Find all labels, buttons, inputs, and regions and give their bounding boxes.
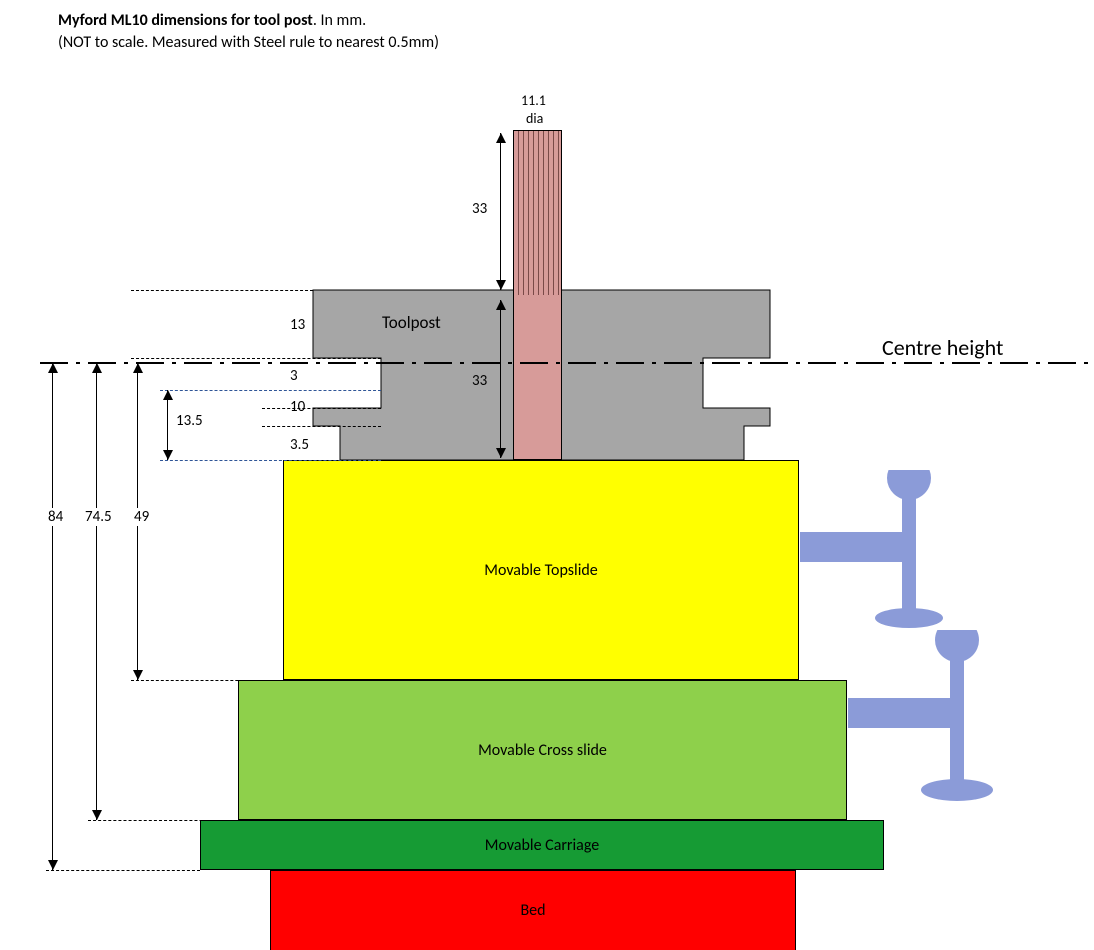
dim-bolt-dia-2: dia xyxy=(526,110,543,127)
bolt xyxy=(513,130,562,460)
guide-narrow xyxy=(262,426,381,427)
centre-line xyxy=(40,362,1094,364)
guide-slot-top xyxy=(131,358,381,359)
guide-carriage-bot xyxy=(46,870,200,871)
toolpost-label: Toolpost xyxy=(382,312,441,333)
guide-cross-bot xyxy=(88,820,238,821)
dim-49: 49 xyxy=(134,508,149,526)
dim-bolt-upper: 33 xyxy=(472,200,487,218)
guide-tool-bot xyxy=(160,460,381,461)
guide-slot-bot xyxy=(262,408,381,409)
dim-3-5: 3.5 xyxy=(290,436,309,454)
dim-bolt-lower: 33 xyxy=(472,372,487,390)
guide-slot-mid xyxy=(160,390,381,391)
guide-topslide-bot xyxy=(131,680,283,681)
dim-3: 3 xyxy=(290,367,298,385)
arrow-13-5 xyxy=(167,390,168,460)
arrow-bolt-upper xyxy=(500,133,501,290)
arrow-84 xyxy=(52,363,53,870)
arrow-74-5 xyxy=(96,363,97,820)
dim-10: 10 xyxy=(290,398,305,416)
centre-label: Centre height xyxy=(878,334,1007,361)
arrow-bolt-lower xyxy=(500,300,501,458)
handle-cross-slide xyxy=(848,630,1068,820)
handle-topslide xyxy=(800,470,1020,650)
dim-bolt-dia-1: 11.1 xyxy=(521,92,546,109)
guide-tool-top xyxy=(131,290,313,291)
dim-74-5: 74.5 xyxy=(85,508,112,526)
diagram: Bed Movable Carriage Movable Cross slide… xyxy=(0,0,1094,950)
dim-13-5: 13.5 xyxy=(176,412,203,430)
dim-84: 84 xyxy=(48,508,63,526)
dim-13: 13 xyxy=(290,316,305,334)
